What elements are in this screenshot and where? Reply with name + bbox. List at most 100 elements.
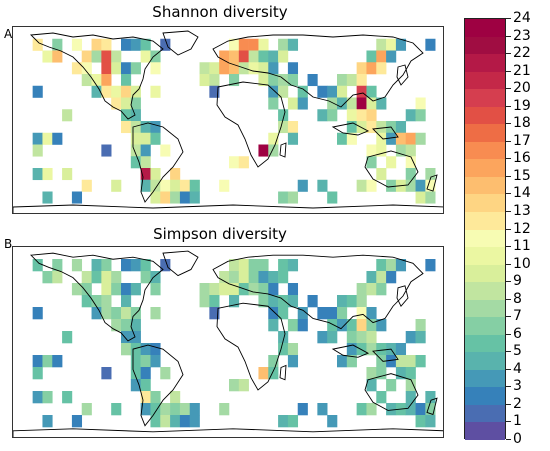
colorbar-segment [465, 369, 505, 388]
diversity-cell [52, 355, 63, 368]
diversity-cell [386, 38, 397, 51]
colorbar-segment [465, 159, 505, 178]
diversity-cell [170, 403, 181, 416]
colorbar-segment [465, 54, 505, 73]
diversity-cell [199, 283, 210, 296]
diversity-cell [366, 331, 377, 344]
diversity-cell [278, 259, 289, 272]
diversity-cell [130, 109, 141, 122]
diversity-cell [121, 62, 132, 75]
colorbar [464, 18, 506, 441]
colorbar-tick-label: 20 [513, 80, 531, 97]
diversity-cell [170, 191, 181, 204]
diversity-cell [71, 283, 83, 296]
diversity-cell [91, 74, 102, 87]
diversity-cell [268, 144, 279, 157]
coastlines [13, 250, 443, 437]
colorbar-tick-label: 22 [513, 45, 531, 62]
diversity-cell [278, 295, 289, 308]
diversity-cell [346, 97, 357, 110]
diversity-cell [32, 168, 43, 181]
diversity-cell [258, 74, 269, 87]
diversity-cell [278, 415, 289, 428]
coastline [162, 250, 199, 277]
diversity-cell [287, 97, 299, 110]
diversity-cell [395, 367, 407, 380]
diversity-cell [91, 38, 102, 51]
diversity-cell [52, 38, 63, 51]
diversity-cell [346, 355, 357, 368]
diversity-cell [150, 132, 161, 145]
diversity-cell [121, 74, 132, 87]
diversity-cell [42, 50, 53, 63]
diversity-cell [130, 121, 141, 134]
diversity-cell [170, 391, 181, 404]
diversity-cell [140, 50, 151, 63]
diversity-cell [140, 271, 151, 284]
diversity-cell [297, 179, 308, 192]
diversity-cell [317, 85, 328, 98]
colorbar-segment [465, 334, 505, 353]
diversity-cell [238, 156, 249, 169]
diversity-cell [366, 367, 377, 380]
colorbar-segment [465, 352, 505, 371]
diversity-cell [356, 179, 367, 192]
diversity-cell [81, 295, 92, 308]
diversity-cell [81, 74, 92, 87]
diversity-cell [376, 121, 387, 134]
diversity-cell [386, 379, 397, 392]
diversity-cell [346, 331, 357, 344]
colorbar-segment [465, 422, 505, 441]
colorbar-tick [506, 123, 511, 125]
diversity-cell [356, 85, 367, 98]
colorbar-segment [465, 19, 505, 38]
diversity-cell [179, 403, 191, 416]
diversity-cell [356, 74, 367, 87]
diversity-cell [278, 343, 289, 356]
diversity-cell [268, 271, 279, 284]
diversity-cell [81, 271, 92, 284]
diversity-cell [238, 379, 249, 392]
diversity-cell [140, 403, 151, 416]
coastline [279, 142, 287, 158]
diversity-cell [405, 109, 416, 122]
diversity-cell [209, 283, 220, 296]
diversity-cell [395, 343, 407, 356]
map-a-frame [12, 26, 444, 214]
diversity-cell [199, 295, 210, 308]
diversity-cell [150, 307, 161, 320]
diversity-cell [160, 415, 171, 428]
colorbar-tick-label: 16 [513, 150, 531, 167]
diversity-cell [386, 259, 397, 272]
diversity-cell [327, 191, 338, 204]
diversity-cell [366, 144, 377, 157]
diversity-cell [287, 415, 299, 428]
diversity-cell [130, 283, 141, 296]
diversity-cell [376, 355, 387, 368]
diversity-cell [297, 85, 308, 98]
coastline [216, 81, 286, 168]
diversity-cell [405, 379, 416, 392]
diversity-cell [150, 403, 161, 416]
colorbar-tick [506, 175, 511, 177]
colorbar-tick [506, 228, 511, 230]
diversity-cell [229, 259, 240, 272]
diversity-cell [327, 307, 338, 320]
diversity-cell [415, 403, 426, 416]
diversity-cell [111, 319, 122, 332]
diversity-cell [111, 85, 122, 98]
diversity-cell [287, 343, 299, 356]
diversity-cell [121, 259, 132, 272]
diversity-cell [337, 319, 348, 332]
diversity-cell [258, 38, 269, 51]
diversity-cell [425, 38, 436, 51]
diversity-cell [405, 403, 416, 416]
diversity-cell [366, 319, 377, 332]
diversity-cell [160, 38, 171, 51]
diversity-cell [150, 168, 161, 181]
diversity-cell [32, 132, 43, 145]
colorbar-tick-label: 6 [513, 325, 522, 342]
diversity-cell [287, 74, 299, 87]
diversity-cell [101, 295, 112, 308]
diversity-cell [307, 295, 318, 308]
